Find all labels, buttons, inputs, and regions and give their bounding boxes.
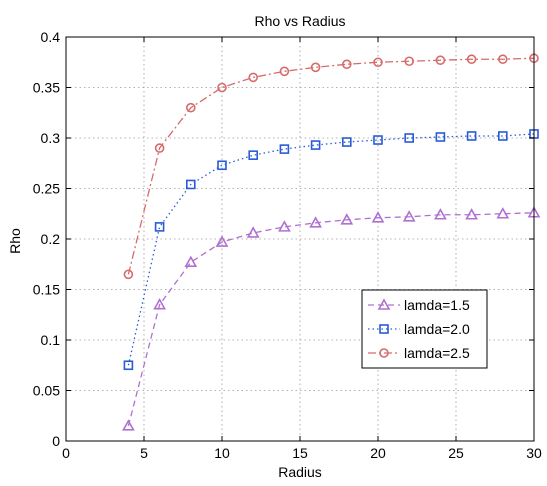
data-point (341, 137, 352, 147)
legend-marker (379, 324, 389, 334)
data-point (497, 54, 508, 65)
y-tick-label: 0.25 (33, 181, 60, 197)
data-point (123, 269, 134, 280)
data-point (154, 143, 165, 153)
chart-title: Rho vs Radius (254, 13, 345, 29)
legend-item: lamda=2.5 (368, 345, 470, 361)
data-point (186, 102, 196, 113)
data-point (217, 82, 227, 93)
legend-item: lamda=2.0 (368, 321, 470, 337)
data-point (371, 211, 385, 223)
x-axis-ticks: 0 5 10 15 20 25 30 (62, 37, 542, 461)
y-axis-ticks: 0 0.05 0.1 0.15 0.2 0.25 0.3 0.35 0.4 (33, 29, 534, 449)
data-point (466, 131, 477, 141)
data-point (434, 208, 447, 220)
y-tick-label: 0.2 (41, 231, 61, 247)
data-point (215, 235, 229, 247)
y-axis-label: Rho (7, 228, 23, 254)
series-line (127, 57, 535, 275)
grid-lines (66, 37, 534, 441)
series-line (127, 212, 535, 427)
x-axis-label: Radius (278, 464, 322, 480)
legend: lamda=1.5 lamda=2.0 lamda=2.5 (361, 289, 488, 369)
x-tick-label: 10 (214, 445, 230, 461)
data-point (248, 150, 258, 160)
legend-label: lamda=2.5 (404, 345, 470, 361)
x-tick-label: 5 (140, 445, 148, 461)
data-point (497, 131, 508, 141)
data-point (123, 360, 134, 371)
data-point (153, 298, 166, 310)
data-point (279, 66, 290, 77)
data-point (373, 135, 383, 145)
x-tick-label: 25 (448, 445, 464, 461)
series-layer (122, 53, 541, 431)
series-1 (122, 206, 541, 431)
data-point (466, 54, 477, 65)
data-point (248, 72, 258, 83)
x-tick-label: 15 (292, 445, 308, 461)
y-tick-label: 0.35 (33, 80, 60, 96)
x-tick-label: 20 (370, 445, 386, 461)
x-tick-label: 30 (526, 445, 542, 461)
data-point (341, 59, 352, 70)
data-point (186, 179, 196, 190)
data-point (278, 220, 291, 232)
y-tick-label: 0.3 (41, 130, 61, 146)
data-point (279, 144, 290, 154)
data-point (310, 140, 321, 150)
legend-label: lamda=1.5 (404, 297, 470, 313)
data-point (404, 56, 415, 67)
y-tick-label: 0.1 (41, 332, 61, 348)
data-point (404, 133, 415, 143)
data-point (309, 216, 322, 228)
data-point (402, 210, 416, 222)
data-point (373, 57, 383, 68)
series-line (127, 133, 535, 366)
series-2 (123, 129, 539, 371)
x-tick-label: 0 (62, 445, 70, 461)
legend-marker (379, 348, 389, 358)
data-point (465, 208, 478, 220)
data-point (435, 55, 446, 66)
y-tick-label: 0.4 (41, 29, 61, 45)
data-point (217, 160, 227, 171)
y-tick-label: 0.05 (33, 383, 60, 399)
data-point (340, 213, 354, 225)
legend-item: lamda=1.5 (368, 297, 470, 313)
data-point (122, 419, 135, 431)
data-point (496, 207, 510, 219)
data-point (310, 62, 321, 73)
data-point (435, 132, 446, 142)
y-tick-label: 0 (52, 433, 60, 449)
data-point (154, 222, 165, 232)
y-tick-label: 0.15 (33, 282, 60, 298)
series-3 (123, 53, 539, 280)
legend-label: lamda=2.0 (404, 321, 470, 337)
legend-marker (377, 298, 391, 310)
data-point (246, 226, 260, 238)
data-point (184, 255, 198, 268)
